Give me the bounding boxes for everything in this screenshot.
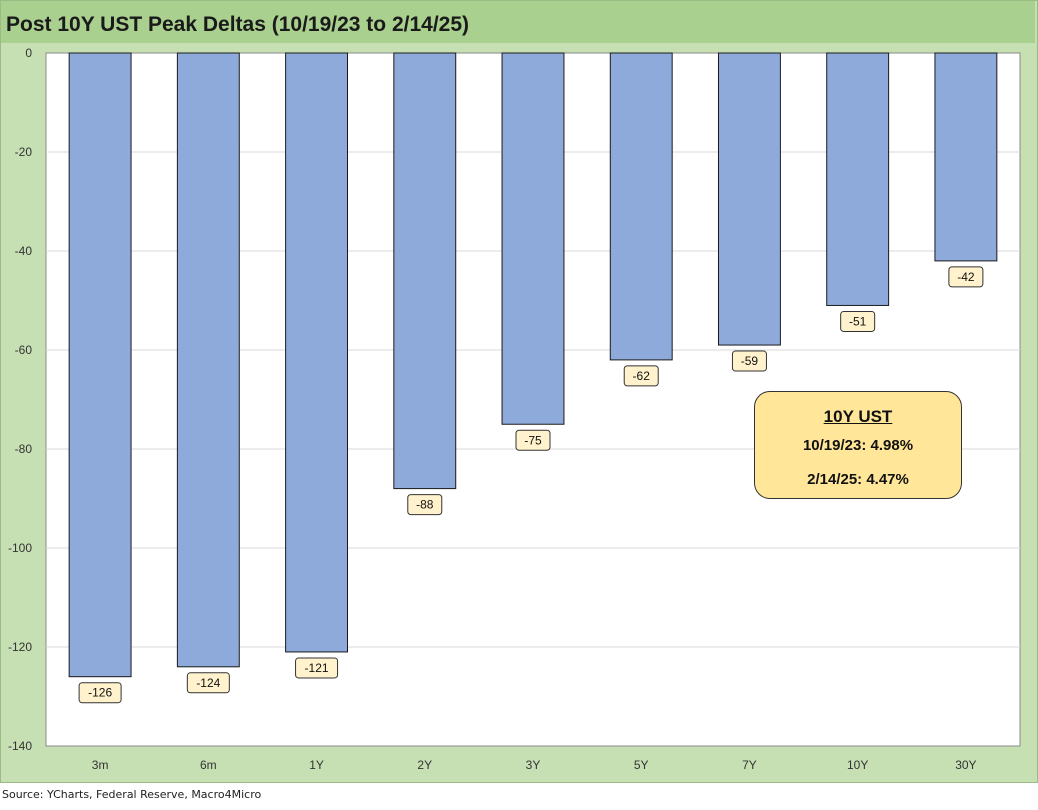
data-label: -42: [948, 266, 984, 288]
y-tick-label: -80: [15, 442, 33, 456]
y-tick-label: -40: [15, 244, 33, 258]
x-tick-label: 30Y: [955, 758, 976, 772]
data-labels: -126 -124 -121 -88 -75 -62 -59 -51 -42: [78, 266, 984, 704]
y-tick-label: -140: [8, 739, 32, 753]
title-bar: Post 10Y UST Peak Deltas (10/19/23 to 2/…: [1, 1, 1035, 43]
annotation-line-end: 2/14/25: 4.47%: [807, 471, 909, 488]
x-tick-label: 10Y: [847, 758, 868, 772]
data-label-text: -121: [305, 661, 329, 675]
y-tick-label: 0: [25, 46, 32, 60]
x-tick-label: 5Y: [634, 758, 649, 772]
ust-annotation-box: 10Y UST 10/19/23: 4.98% 2/14/25: 4.47%: [754, 391, 962, 499]
data-label-box: [78, 682, 122, 704]
data-label: -59: [731, 350, 767, 372]
bar: [609, 52, 673, 361]
data-label: -121: [295, 657, 339, 679]
annotation-line-start: 10/19/23: 4.98%: [802, 437, 914, 454]
data-label-box: [948, 266, 984, 288]
bar: [285, 52, 349, 653]
bar: [826, 52, 890, 306]
bar: [68, 52, 132, 678]
bar: [393, 52, 457, 490]
data-label-text: -124: [196, 676, 220, 690]
data-label-box: [407, 494, 443, 516]
data-label-box: [186, 672, 230, 694]
data-label-text: -126: [88, 686, 112, 700]
data-label: -124: [186, 672, 230, 694]
chart-title: Post 10Y UST Peak Deltas (10/19/23 to 2/…: [6, 13, 470, 36]
data-label-text: -62: [633, 369, 651, 383]
data-label-box: [295, 657, 339, 679]
data-label-text: -59: [741, 354, 759, 368]
data-label: -88: [407, 494, 443, 516]
data-label-text: -42: [957, 270, 975, 284]
data-label: -51: [840, 310, 876, 332]
bar: [501, 52, 565, 425]
data-label: -126: [78, 682, 122, 704]
data-label-text: -75: [524, 433, 542, 447]
data-label: -62: [623, 365, 659, 387]
bar: [717, 52, 781, 346]
data-label-box: [840, 310, 876, 332]
bar: [934, 52, 998, 262]
data-label-box: [515, 429, 551, 451]
x-tick-label: 2Y: [417, 758, 432, 772]
bar: [176, 52, 240, 668]
x-tick-label: 6m: [200, 758, 217, 772]
x-tick-label: 1Y: [309, 758, 324, 772]
source-note: Source: YCharts, Federal Reserve, Macro4…: [2, 788, 262, 801]
data-label-text: -51: [849, 314, 867, 328]
y-axis-ticks: 0 -20 -40 -60 -80 -100 -120 -140: [8, 46, 32, 753]
y-tick-label: -120: [8, 640, 32, 654]
y-tick-label: -100: [8, 541, 32, 555]
data-label-box: [623, 365, 659, 387]
y-tick-label: -20: [15, 145, 33, 159]
bars: [68, 52, 998, 678]
x-tick-label: 3Y: [526, 758, 541, 772]
x-axis-ticks: 3m 6m 1Y 2Y 3Y 5Y 7Y 10Y 30Y: [92, 758, 977, 772]
annotation-title: 10Y UST: [823, 407, 893, 426]
x-tick-label: 3m: [92, 758, 109, 772]
data-label-text: -88: [416, 498, 434, 512]
x-tick-label: 7Y: [742, 758, 757, 772]
y-tick-label: -60: [15, 343, 33, 357]
data-label: -75: [515, 429, 551, 451]
data-label-box: [731, 350, 767, 372]
